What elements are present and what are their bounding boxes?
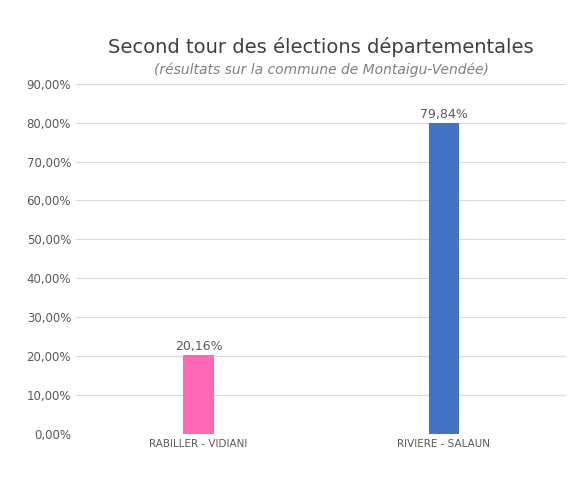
Bar [183,355,214,434]
Text: 20,16%: 20,16% [175,341,223,353]
Text: (résultats sur la commune de Montaigu-Vendée): (résultats sur la commune de Montaigu-Ve… [154,62,489,77]
Text: 79,84%: 79,84% [420,108,468,121]
Bar [429,123,459,434]
Title: Second tour des élections départementales: Second tour des élections départementale… [109,37,534,57]
